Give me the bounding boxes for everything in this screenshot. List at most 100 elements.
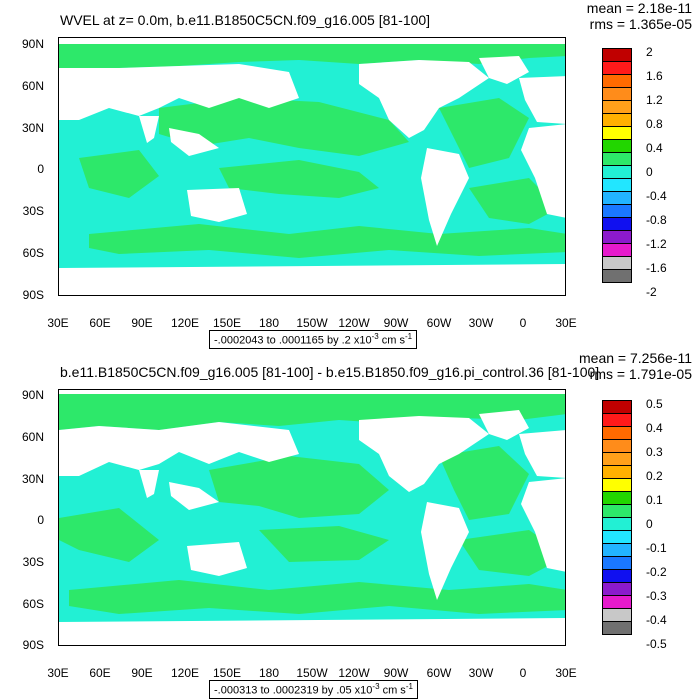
colorbar-label: 0.4 <box>646 421 663 435</box>
colorbar-cell <box>602 217 632 231</box>
greenland-land <box>479 410 529 440</box>
colorbar-cell <box>602 204 632 218</box>
southern-positive-region <box>69 580 565 614</box>
colorbar-cell <box>602 504 632 518</box>
colorbar-cell <box>602 426 632 440</box>
colorbar-cell <box>602 595 632 609</box>
map-plot <box>58 389 566 646</box>
contour-info-box: -.0002043 to .0001165 by .2 x10-3 cm s-1 <box>209 330 418 349</box>
contour-exponent: -3 <box>372 682 380 691</box>
colorbar-label: -1.6 <box>646 261 667 275</box>
pacific-positive-region <box>159 98 409 156</box>
colorbar-label: -0.3 <box>646 589 667 603</box>
lon-label: 120E <box>170 666 200 680</box>
pacific-positive-region-2 <box>259 526 389 562</box>
colorbar-label: -0.2 <box>646 565 667 579</box>
contour-range-text: -.000313 to .0002319 by .05 x10 <box>214 684 373 697</box>
contour-unit-exponent: -1 <box>405 682 413 691</box>
map-panel-2: b.e11.B1850C5CN.f09_g16.005 [81-100] - b… <box>0 350 700 700</box>
colorbar-label: -0.4 <box>646 189 667 203</box>
lat-label-90n: 90N <box>21 388 44 402</box>
map-plot <box>58 37 566 296</box>
lon-label: 90W <box>383 316 409 330</box>
india-land <box>139 470 159 498</box>
lon-label: 150E <box>212 666 242 680</box>
lon-label: 0 <box>519 316 527 330</box>
lon-label: 150W <box>296 666 328 680</box>
eurasia-land <box>59 64 299 120</box>
map-field <box>59 394 565 645</box>
colorbar-label: -0.5 <box>646 637 667 651</box>
lon-label: 30W <box>468 316 494 330</box>
colorbar-cell <box>602 61 632 75</box>
africa-land <box>521 124 565 218</box>
lon-label: 180 <box>258 666 280 680</box>
lon-label: 60W <box>426 316 452 330</box>
colorbar-label: 0.4 <box>646 141 663 155</box>
antarctica-land <box>59 264 565 295</box>
colorbar-cell <box>602 478 632 492</box>
southeast-asia-land <box>169 482 219 510</box>
antarctica-land <box>59 618 565 645</box>
lat-label-60s: 60S <box>22 246 44 260</box>
colorbar-cell <box>602 165 632 179</box>
eurasia-land <box>59 422 299 476</box>
lon-label: 30W <box>468 666 494 680</box>
colorbar-cell <box>602 256 632 270</box>
colorbar-cell <box>602 74 632 88</box>
lon-label: 120W <box>338 316 370 330</box>
colorbar-cell <box>602 465 632 479</box>
colorbar-cell <box>602 243 632 257</box>
lon-label: 150E <box>212 316 242 330</box>
colorbar-cell <box>602 191 632 205</box>
north-america-land <box>359 60 489 138</box>
map-panel-1: WVEL at z= 0.0m, b.e11.B1850C5CN.f09_g16… <box>22 0 692 349</box>
mean-stat: mean = 7.256e-11 <box>579 350 692 366</box>
north-america-land <box>359 416 489 492</box>
europe-land <box>519 76 565 124</box>
lon-label: 120E <box>170 316 200 330</box>
colorbar-cell <box>602 569 632 583</box>
colorbar-cell <box>602 48 632 62</box>
colorbar-cell <box>602 543 632 557</box>
colorbar-cell <box>602 230 632 244</box>
colorbar-cell <box>602 400 632 414</box>
colorbar-label: 1.6 <box>646 69 663 83</box>
colorbar-cell <box>602 517 632 531</box>
southeast-asia-land <box>169 128 219 156</box>
pacific-positive-region <box>209 456 389 518</box>
lon-label: 120W <box>338 666 370 680</box>
lat-label-30s: 30S <box>22 204 44 218</box>
africa-land <box>521 478 565 572</box>
pacific-positive-region-2 <box>219 160 379 198</box>
colorbar-label: -2 <box>646 285 657 299</box>
colorbar-label: 0 <box>646 165 653 179</box>
rms-stat: rms = 1.365e-05 <box>589 16 692 32</box>
lon-label: 180 <box>258 316 280 330</box>
arctic-positive-region <box>59 44 565 68</box>
lat-label-30n: 30N <box>21 472 44 486</box>
arctic-positive-region <box>59 394 565 430</box>
colorbar-cell <box>602 530 632 544</box>
colorbar-label: 1.2 <box>646 93 663 107</box>
lon-label: 30E <box>555 316 577 330</box>
south-america-land <box>421 148 469 246</box>
atlantic-positive-region <box>439 98 529 168</box>
colorbar-label: 0.8 <box>646 117 663 131</box>
contour-range-text: -.0002043 to .0001165 by .2 x10 <box>214 334 372 347</box>
lat-label-90s: 90S <box>22 288 44 302</box>
colorbar-cell <box>602 152 632 166</box>
indian-positive-region <box>59 508 159 562</box>
lat-label-0: 0 <box>37 162 44 176</box>
colorbar-label: 0.5 <box>646 397 663 411</box>
colorbar-label: 0 <box>646 517 653 531</box>
colorbar-cell <box>602 452 632 466</box>
colorbar: 0.5 0.4 0.3 0.2 0.1 0 -0.1 -0.2 -0.3 -0.… <box>602 397 692 651</box>
colorbar-label: -0.1 <box>646 541 667 555</box>
colorbar-cell <box>602 491 632 505</box>
lon-label: 90E <box>131 666 153 680</box>
greenland-land <box>479 56 529 84</box>
colorbar-cell <box>602 139 632 153</box>
rms-stat: rms = 1.791e-05 <box>589 366 692 382</box>
lat-label-90s: 90S <box>22 638 44 652</box>
